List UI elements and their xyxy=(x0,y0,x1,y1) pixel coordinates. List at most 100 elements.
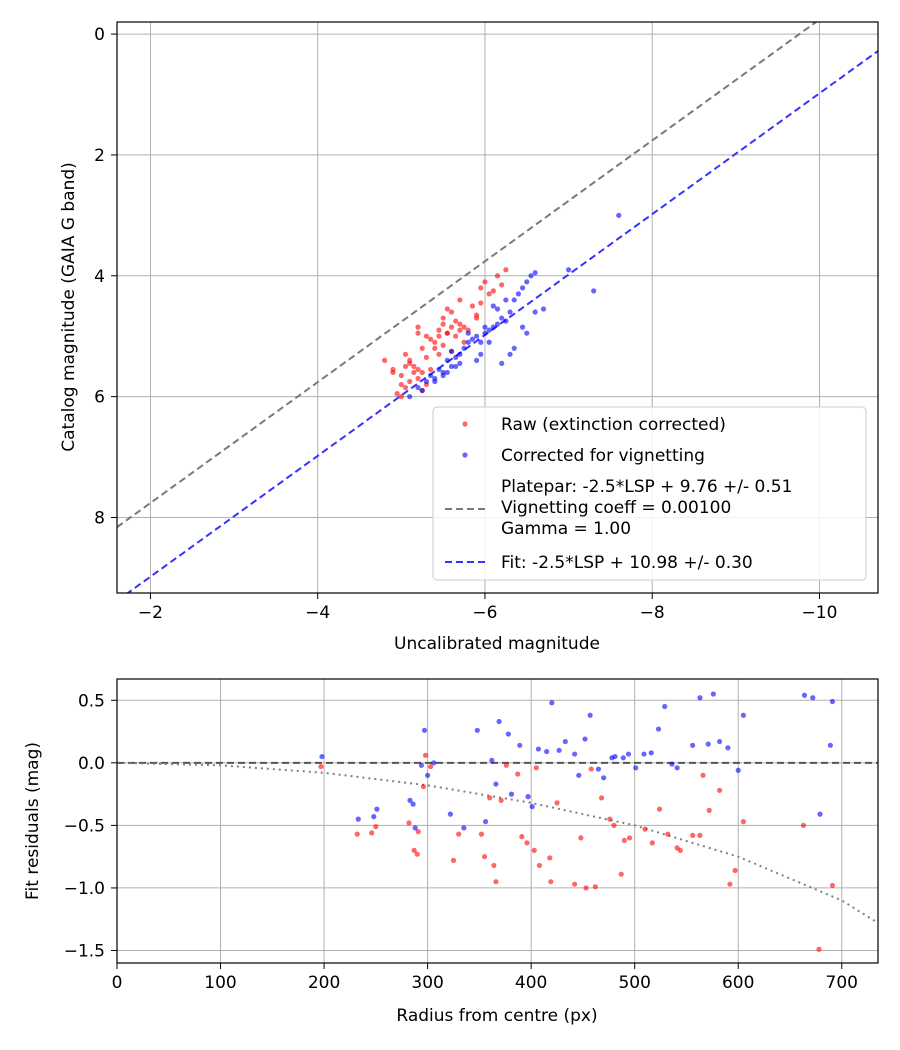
data-point xyxy=(496,718,502,725)
data-point xyxy=(519,285,526,291)
data-point xyxy=(478,285,484,291)
data-point xyxy=(427,366,434,373)
data-point xyxy=(710,691,716,697)
data-point xyxy=(465,330,471,336)
data-point xyxy=(519,324,526,330)
data-point xyxy=(469,336,476,342)
x-tick-label: −2 xyxy=(138,603,163,623)
data-point xyxy=(524,279,530,285)
legend-marker-corrected xyxy=(462,452,468,458)
data-point xyxy=(421,727,428,733)
top-plot-frame xyxy=(116,21,879,594)
data-point xyxy=(503,267,509,273)
data-point xyxy=(486,339,492,345)
data-point xyxy=(499,315,505,321)
data-point xyxy=(505,731,511,737)
data-point xyxy=(829,698,836,705)
y-tick-label: −0.5 xyxy=(64,816,105,836)
x-tick-label: −8 xyxy=(640,603,665,623)
data-point xyxy=(648,750,654,756)
data-point xyxy=(827,742,833,748)
data-point xyxy=(656,806,663,812)
data-point xyxy=(494,321,501,327)
data-point xyxy=(732,867,738,874)
x-tick-label: −4 xyxy=(305,603,330,623)
data-point xyxy=(419,345,425,351)
y-tick-label: 8 xyxy=(94,508,105,528)
data-point xyxy=(423,378,430,385)
data-point xyxy=(448,324,455,330)
data-point xyxy=(448,348,455,354)
data-point xyxy=(548,879,554,885)
data-point xyxy=(440,321,446,327)
data-point xyxy=(511,345,517,351)
data-point xyxy=(649,840,655,846)
data-point xyxy=(616,212,622,218)
data-point xyxy=(448,363,455,370)
data-point xyxy=(482,819,489,825)
data-point xyxy=(436,327,442,333)
data-point xyxy=(453,354,459,360)
data-point xyxy=(415,829,421,835)
data-point xyxy=(800,822,807,828)
data-point xyxy=(423,354,430,360)
data-point xyxy=(536,862,543,869)
data-point xyxy=(402,363,409,370)
data-point xyxy=(469,303,476,309)
data-point xyxy=(482,279,488,285)
data-point xyxy=(499,282,505,288)
data-point xyxy=(816,946,822,952)
data-point xyxy=(415,384,421,391)
data-point xyxy=(473,312,480,318)
data-point xyxy=(478,831,485,837)
data-point xyxy=(425,772,431,778)
data-point xyxy=(355,816,361,822)
data-point xyxy=(735,767,741,773)
data-point xyxy=(572,751,578,757)
y-tick-label: −1.5 xyxy=(64,941,105,961)
data-point xyxy=(549,700,555,706)
top-fit-lines xyxy=(117,22,878,593)
data-point xyxy=(440,342,446,348)
legend-box xyxy=(432,406,867,581)
top-y-axis-label: Catalog magnitude (GAIA G band) xyxy=(59,162,79,452)
data-point xyxy=(419,369,425,376)
data-point xyxy=(428,763,434,770)
data-point xyxy=(618,871,624,877)
data-point xyxy=(669,761,675,767)
data-point xyxy=(481,854,488,860)
data-point xyxy=(725,745,731,751)
data-point xyxy=(410,801,416,807)
data-point xyxy=(482,330,488,336)
legend-platepar-line: Platepar: -2.5*LSP + 9.76 +/- 0.51 xyxy=(501,477,792,497)
data-point xyxy=(427,372,434,379)
data-point xyxy=(490,288,496,294)
data-point xyxy=(700,772,706,778)
data-point xyxy=(515,771,521,777)
data-point xyxy=(578,835,584,841)
data-point xyxy=(369,830,375,836)
data-point xyxy=(447,811,453,817)
data-point xyxy=(415,375,421,382)
data-point xyxy=(415,324,421,330)
data-point xyxy=(444,369,450,376)
data-point xyxy=(531,847,537,854)
bottom-ticks: 0 100 200 300 400 500 600 700 0.5 0.0 −0.5 −1.0 −1.5 xyxy=(64,691,858,993)
data-point xyxy=(411,369,417,376)
data-point xyxy=(810,695,816,701)
legend-marker-raw xyxy=(462,421,468,427)
data-point xyxy=(588,766,594,772)
data-point xyxy=(612,753,618,760)
data-point xyxy=(436,351,442,357)
data-point xyxy=(406,820,412,826)
data-point xyxy=(478,351,484,357)
data-point xyxy=(436,366,442,373)
data-point xyxy=(532,270,538,276)
data-point xyxy=(394,391,400,397)
bottom-reference-lines xyxy=(117,761,878,924)
data-point xyxy=(414,851,420,857)
x-tick-label: 600 xyxy=(722,973,754,993)
data-point xyxy=(801,692,808,698)
legend-label-platepar: Platepar: -2.5*LSP + 9.76 +/- 0.51 Vignet… xyxy=(501,477,792,539)
